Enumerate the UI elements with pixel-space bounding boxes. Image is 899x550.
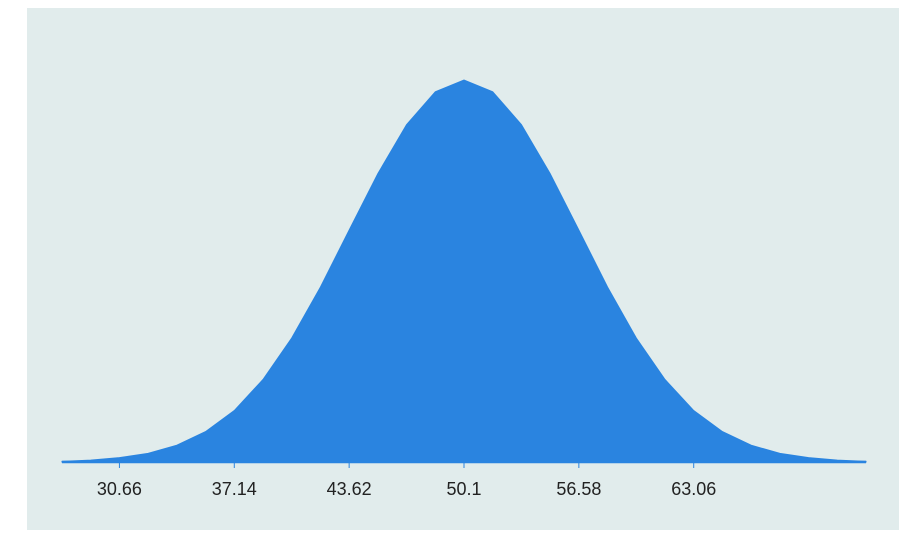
x-tick-label: 56.58: [556, 479, 601, 499]
x-tick-label: 50.1: [446, 479, 481, 499]
x-tick-label: 43.62: [327, 479, 372, 499]
area: [61, 79, 867, 463]
x-tick-label: 63.06: [671, 479, 716, 499]
x-tick-label: 37.14: [212, 479, 257, 499]
x-tick-label: 30.66: [97, 479, 142, 499]
